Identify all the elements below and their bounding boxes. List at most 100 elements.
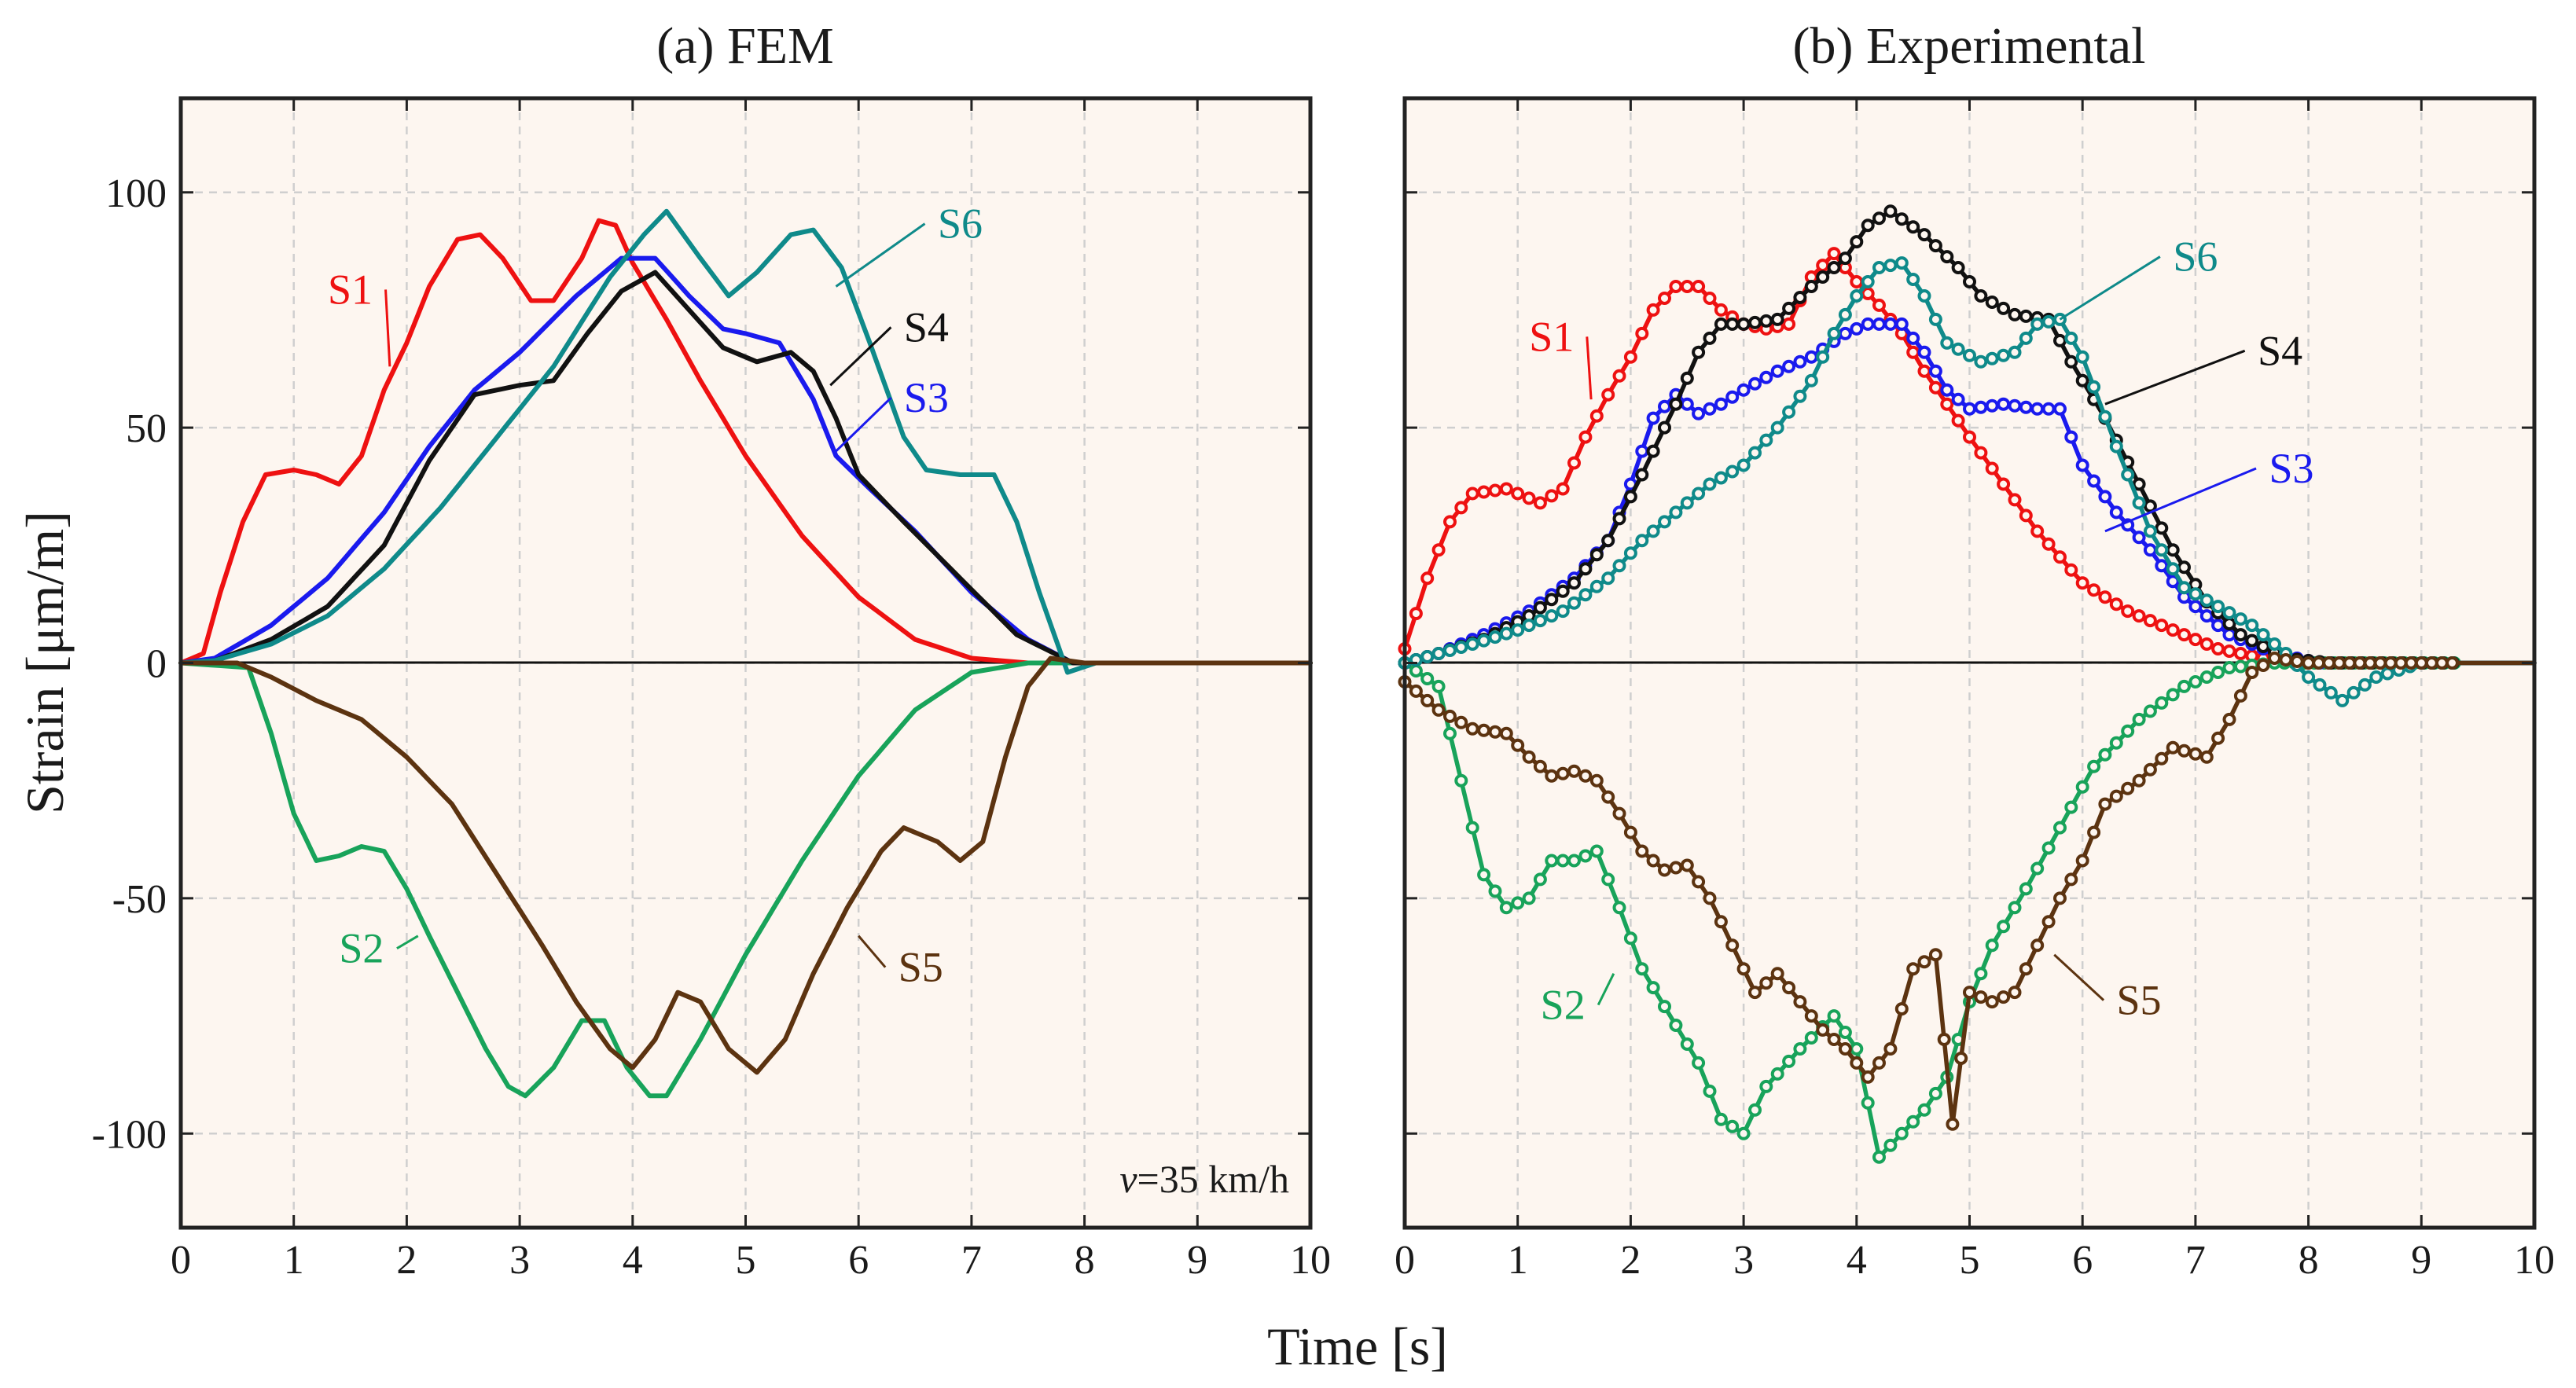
data-point-s4 [1680, 371, 1694, 385]
data-point-s6 [1928, 312, 1942, 326]
data-point-s2 [1454, 773, 1468, 788]
data-point-s6 [2380, 666, 2394, 681]
data-point-s3 [1770, 364, 1784, 378]
data-point-s1 [1601, 387, 1615, 402]
data-point-s1 [2188, 633, 2203, 647]
data-point-s5 [1488, 725, 1502, 739]
data-point-s4 [1646, 444, 1660, 458]
data-point-s5 [2233, 688, 2247, 703]
data-point-s1 [1951, 413, 1965, 428]
data-point-s6 [2064, 331, 2078, 345]
data-point-s6 [1940, 336, 1954, 350]
data-point-s1 [2166, 623, 2180, 637]
data-point-s1 [1556, 482, 1570, 496]
data-point-s6 [2166, 562, 2180, 576]
data-point-s2 [1714, 1112, 1728, 1126]
data-point-s1 [1963, 430, 1976, 444]
data-point-s3 [1703, 402, 1717, 416]
data-point-s2 [1759, 1079, 1773, 1093]
data-point-s2 [1872, 1150, 1886, 1164]
data-point-s5 [2290, 655, 2304, 668]
x-tick-label: 10 [2514, 1238, 2555, 1283]
data-point-s6 [2041, 314, 2056, 329]
data-point-s2 [1658, 1000, 1671, 1014]
data-point-s6 [1725, 465, 1740, 479]
series-label-s3: S3 [2269, 445, 2314, 492]
data-point-s1 [1782, 317, 1796, 331]
data-point-s5 [1861, 1070, 1875, 1084]
data-point-s6 [1477, 633, 1491, 648]
data-point-s6 [2233, 612, 2247, 626]
y-tick-label: 50 [126, 406, 167, 451]
data-point-s6 [2155, 543, 2169, 557]
data-point-s2 [2019, 882, 2033, 896]
x-tick-label: 3 [1733, 1238, 1754, 1283]
y-axis-label: Strain [μm/m] [15, 511, 75, 814]
data-point-s6 [1454, 641, 1468, 654]
data-point-s4 [1894, 212, 1909, 226]
data-point-s5 [1827, 1033, 1841, 1046]
data-point-s3 [1985, 398, 1999, 413]
data-point-s1 [1658, 292, 1671, 305]
data-point-s5 [2414, 656, 2428, 670]
data-point-s3 [1838, 326, 1852, 340]
data-point-s5 [2087, 825, 2101, 839]
data-point-s4 [2053, 333, 2067, 347]
speed-annotation-symbol: v [1119, 1157, 1137, 1201]
data-point-s5 [1872, 1056, 1886, 1070]
data-point-s6 [2087, 380, 2101, 394]
x-tick-label: 9 [1187, 1238, 1207, 1283]
data-point-s3 [2098, 490, 2112, 504]
data-point-s1 [2053, 550, 2067, 564]
data-point-s2 [1646, 981, 1660, 995]
data-point-s3 [1872, 317, 1886, 331]
data-point-s4 [1985, 296, 1999, 309]
data-point-s5 [1420, 693, 1435, 707]
data-point-s6 [1658, 515, 1671, 529]
y-tick-label: 100 [105, 171, 167, 216]
data-point-s5 [1883, 1042, 1898, 1056]
data-point-s1 [2121, 604, 2135, 619]
data-point-s1 [2155, 619, 2169, 633]
data-point-s1 [1431, 543, 1446, 557]
data-point-s2 [1804, 1031, 1818, 1045]
data-point-s6 [1567, 596, 1581, 610]
series-label-s2: S2 [1541, 982, 1586, 1029]
data-point-s6 [1533, 614, 1547, 628]
data-point-s4 [1759, 314, 1773, 328]
data-point-s5 [2008, 986, 2022, 1000]
data-point-s4 [1872, 211, 1886, 226]
data-point-s5 [1612, 806, 1626, 821]
data-point-s6 [1443, 644, 1457, 657]
data-point-s4 [1703, 331, 1717, 345]
data-point-s2 [1533, 872, 1547, 887]
data-point-s2 [1567, 854, 1581, 868]
data-point-s5 [2053, 891, 2067, 905]
data-point-s6 [1804, 373, 1818, 387]
data-point-s5 [1838, 1042, 1852, 1056]
data-point-s6 [1601, 571, 1615, 586]
y-tick-label: 0 [146, 642, 167, 687]
data-point-s2 [2053, 821, 2067, 835]
data-point-s5 [1692, 875, 1706, 889]
data-point-s4 [1917, 228, 1931, 242]
data-point-s6 [2268, 637, 2281, 651]
data-point-s1 [1669, 280, 1683, 293]
data-point-s6 [1997, 348, 2011, 362]
data-point-s1 [2087, 583, 2101, 597]
data-point-s3 [2041, 402, 2056, 416]
data-point-s3 [1850, 321, 1864, 336]
data-point-s6 [2030, 317, 2045, 331]
data-point-s3 [1793, 354, 1807, 369]
data-point-s2 [1556, 854, 1570, 868]
x-tick-label: 1 [284, 1238, 304, 1283]
data-point-s2 [2143, 704, 2157, 718]
data-point-s2 [1409, 664, 1423, 677]
data-point-s2 [1793, 1042, 1807, 1056]
data-point-s6 [1499, 626, 1513, 641]
data-point-s2 [1612, 901, 1626, 915]
x-tick-label: 5 [736, 1238, 756, 1283]
data-point-s5 [1533, 759, 1547, 773]
data-point-s1 [1589, 409, 1604, 423]
data-point-s1 [2211, 642, 2225, 655]
